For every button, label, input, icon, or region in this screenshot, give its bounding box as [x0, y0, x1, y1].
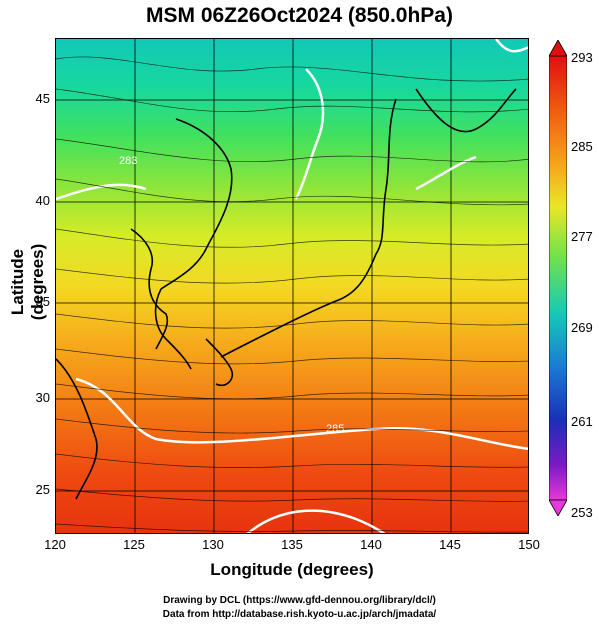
isotherm-contours — [56, 39, 528, 533]
y-tick: 40 — [35, 193, 50, 208]
colorbar-tick: 277 — [571, 229, 593, 244]
x-tick: 125 — [123, 537, 145, 552]
wind-streamlines — [56, 56, 528, 533]
contour-label: 283 — [119, 155, 137, 167]
footer-credit: Drawing by DCL (https://www.gfd-dennou.o… — [163, 595, 436, 606]
colorbar-tick: 261 — [571, 414, 593, 429]
colorbar-tick: 293 — [571, 50, 593, 65]
x-axis-label: Longitude (degrees) — [210, 560, 374, 579]
y-tick: 35 — [35, 294, 50, 309]
graticule — [56, 39, 528, 533]
colorbar-tick: 285 — [571, 139, 593, 154]
colorbar — [549, 40, 567, 516]
y-tick: 30 — [35, 390, 50, 405]
x-tick: 120 — [44, 537, 66, 552]
x-tick: 145 — [439, 537, 461, 552]
x-tick: 135 — [281, 537, 303, 552]
colorbar-tick: 253 — [571, 505, 593, 520]
x-tick: 140 — [360, 537, 382, 552]
y-axis-label: Latitude (degrees) — [8, 243, 47, 321]
map-title: MSM 06Z26Oct2024 (850.0hPa) — [146, 4, 453, 27]
footer-source: Data from http://database.rish.kyoto-u.a… — [162, 609, 437, 620]
x-tick: 150 — [518, 537, 540, 552]
y-tick: 45 — [35, 91, 50, 106]
map-plot-area: 285 283 — [55, 38, 529, 534]
colorbar-tick: 269 — [571, 320, 593, 335]
x-tick: 130 — [202, 537, 224, 552]
y-tick: 25 — [35, 482, 50, 497]
map-graphics: 285 283 — [56, 39, 528, 533]
